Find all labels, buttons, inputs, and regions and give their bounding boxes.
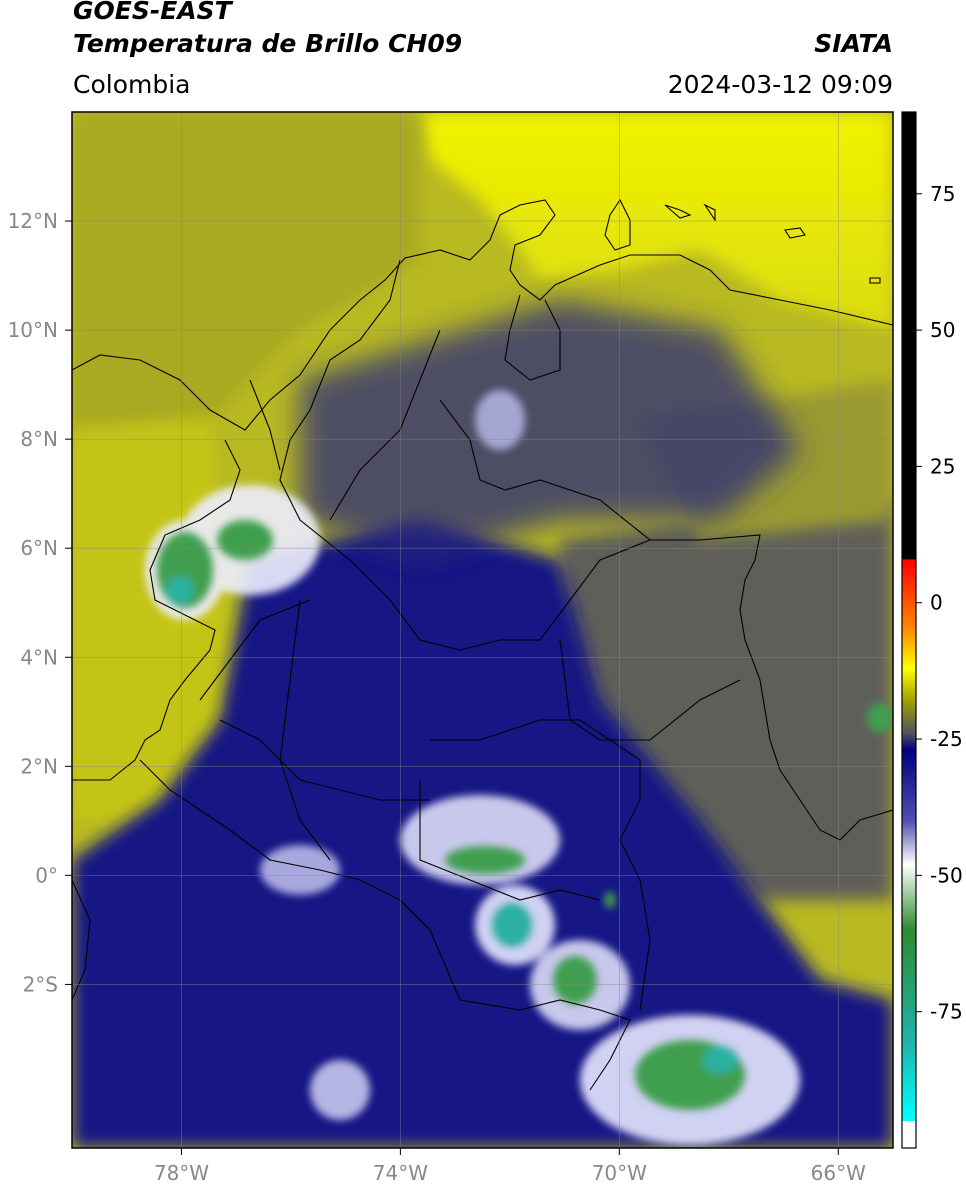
x-tick-label: 74°W — [373, 1161, 428, 1185]
latitude-ticks: 12°N 10°N 8°N 6°N 4°N 2°N 0° 2°S — [8, 209, 72, 996]
y-tick-label: 4°N — [20, 645, 58, 669]
colorbar-tick-label: 50 — [930, 318, 955, 342]
y-tick-label: 8°N — [20, 427, 58, 451]
colorbar-tick-label: 75 — [930, 182, 955, 206]
y-tick-label: 2°N — [20, 754, 58, 778]
x-tick-label: 66°W — [811, 1161, 866, 1185]
satellite-image — [72, 112, 893, 1148]
organization-label: SIATA — [814, 29, 893, 58]
colorbar-tick-label: -25 — [930, 727, 963, 751]
colorbar-frame — [901, 111, 917, 1149]
graticule — [72, 112, 893, 1148]
colorbar-tick-label: 25 — [930, 454, 955, 478]
map-title: GOES-EAST — [73, 0, 232, 25]
colorbar-tick-label: -75 — [930, 1000, 963, 1024]
colorbar-tick-label: 0 — [930, 591, 943, 615]
longitude-ticks: 78°W 74°W 70°W 66°W — [154, 1148, 866, 1185]
y-tick-label: 12°N — [8, 209, 58, 233]
y-tick-label: 0° — [35, 863, 58, 887]
map-subtitle: Temperatura de Brillo CH09 — [73, 29, 463, 58]
y-tick-label: 10°N — [8, 318, 58, 342]
colorbar-tick-label: -50 — [930, 863, 963, 887]
x-tick-label: 70°W — [592, 1161, 647, 1185]
map-frame — [71, 111, 894, 1149]
colorbar — [902, 112, 916, 1148]
y-tick-label: 2°S — [23, 972, 58, 996]
y-tick-label: 6°N — [20, 536, 58, 560]
colorbar-ticks: 75 50 25 0 -25 -50 -75 — [916, 182, 963, 1024]
borders-overlay — [72, 198, 893, 1091]
timestamp-label: 2024-03-12 09:09 — [667, 70, 893, 99]
x-tick-label: 78°W — [154, 1161, 209, 1185]
region-label: Colombia — [73, 70, 191, 99]
